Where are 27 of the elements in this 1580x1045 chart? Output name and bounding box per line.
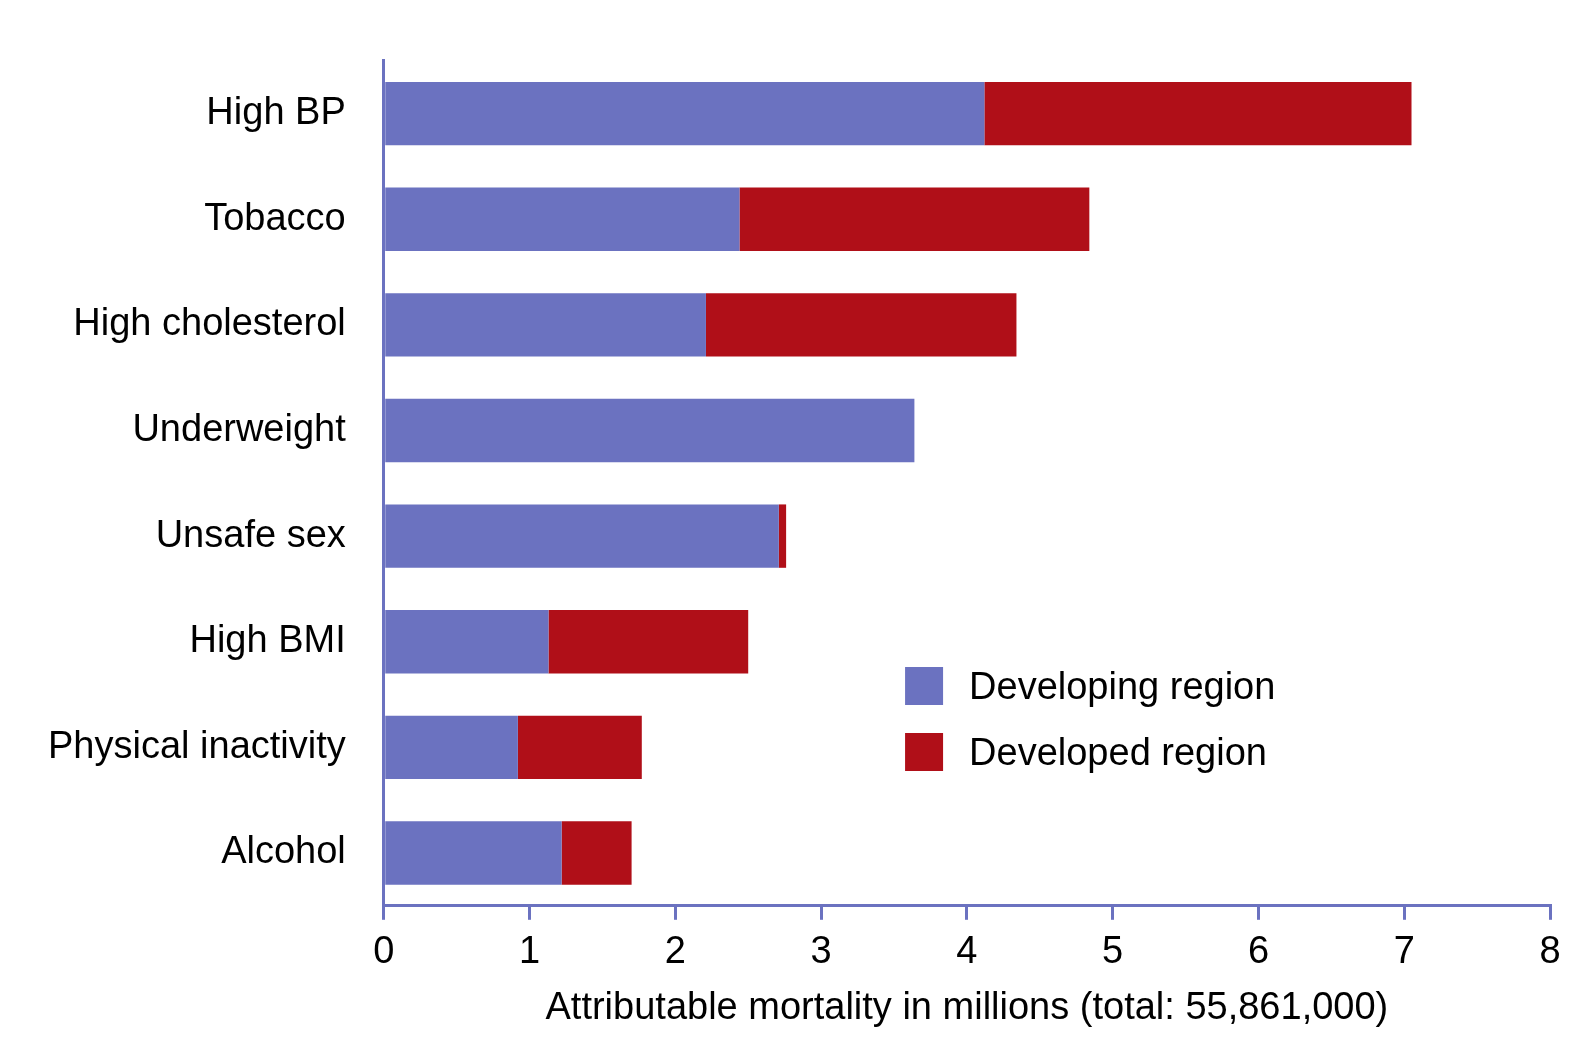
bar xyxy=(984,81,1412,146)
legend-label: Developed region xyxy=(969,730,1267,773)
y-tick-label: High BP xyxy=(206,90,346,133)
bar xyxy=(739,187,1090,251)
x-tick-label: 0 xyxy=(373,929,395,972)
x-tick-label: 3 xyxy=(810,929,832,972)
x-tick-label: 8 xyxy=(1539,929,1561,972)
x-tick-label: 7 xyxy=(1393,929,1415,972)
y-tick-label: High BMI xyxy=(189,618,346,661)
y-tick-label: Underweight xyxy=(132,406,347,449)
bar xyxy=(517,715,642,780)
y-tick-label: Physical inactivity xyxy=(48,723,346,766)
legend-label: Developing region xyxy=(969,664,1276,707)
x-axis-title: Attributable mortality in millions (total: 55,861,000) xyxy=(545,984,1389,1027)
x-tick-label: 5 xyxy=(1102,929,1124,972)
bar xyxy=(548,610,749,674)
x-tick-label: 1 xyxy=(518,929,541,972)
x-tick-label: 4 xyxy=(956,929,978,972)
x-tick-label: 6 xyxy=(1247,929,1270,972)
y-tick-label: High cholesterol xyxy=(73,301,346,344)
y-tick-label: Alcohol xyxy=(221,829,346,872)
bar xyxy=(705,293,1017,357)
bar xyxy=(778,504,787,568)
y-tick-label: Tobacco xyxy=(204,195,346,238)
x-tick-label: 2 xyxy=(664,929,686,972)
bar xyxy=(561,821,632,885)
y-tick-label: Unsafe sex xyxy=(155,512,346,555)
